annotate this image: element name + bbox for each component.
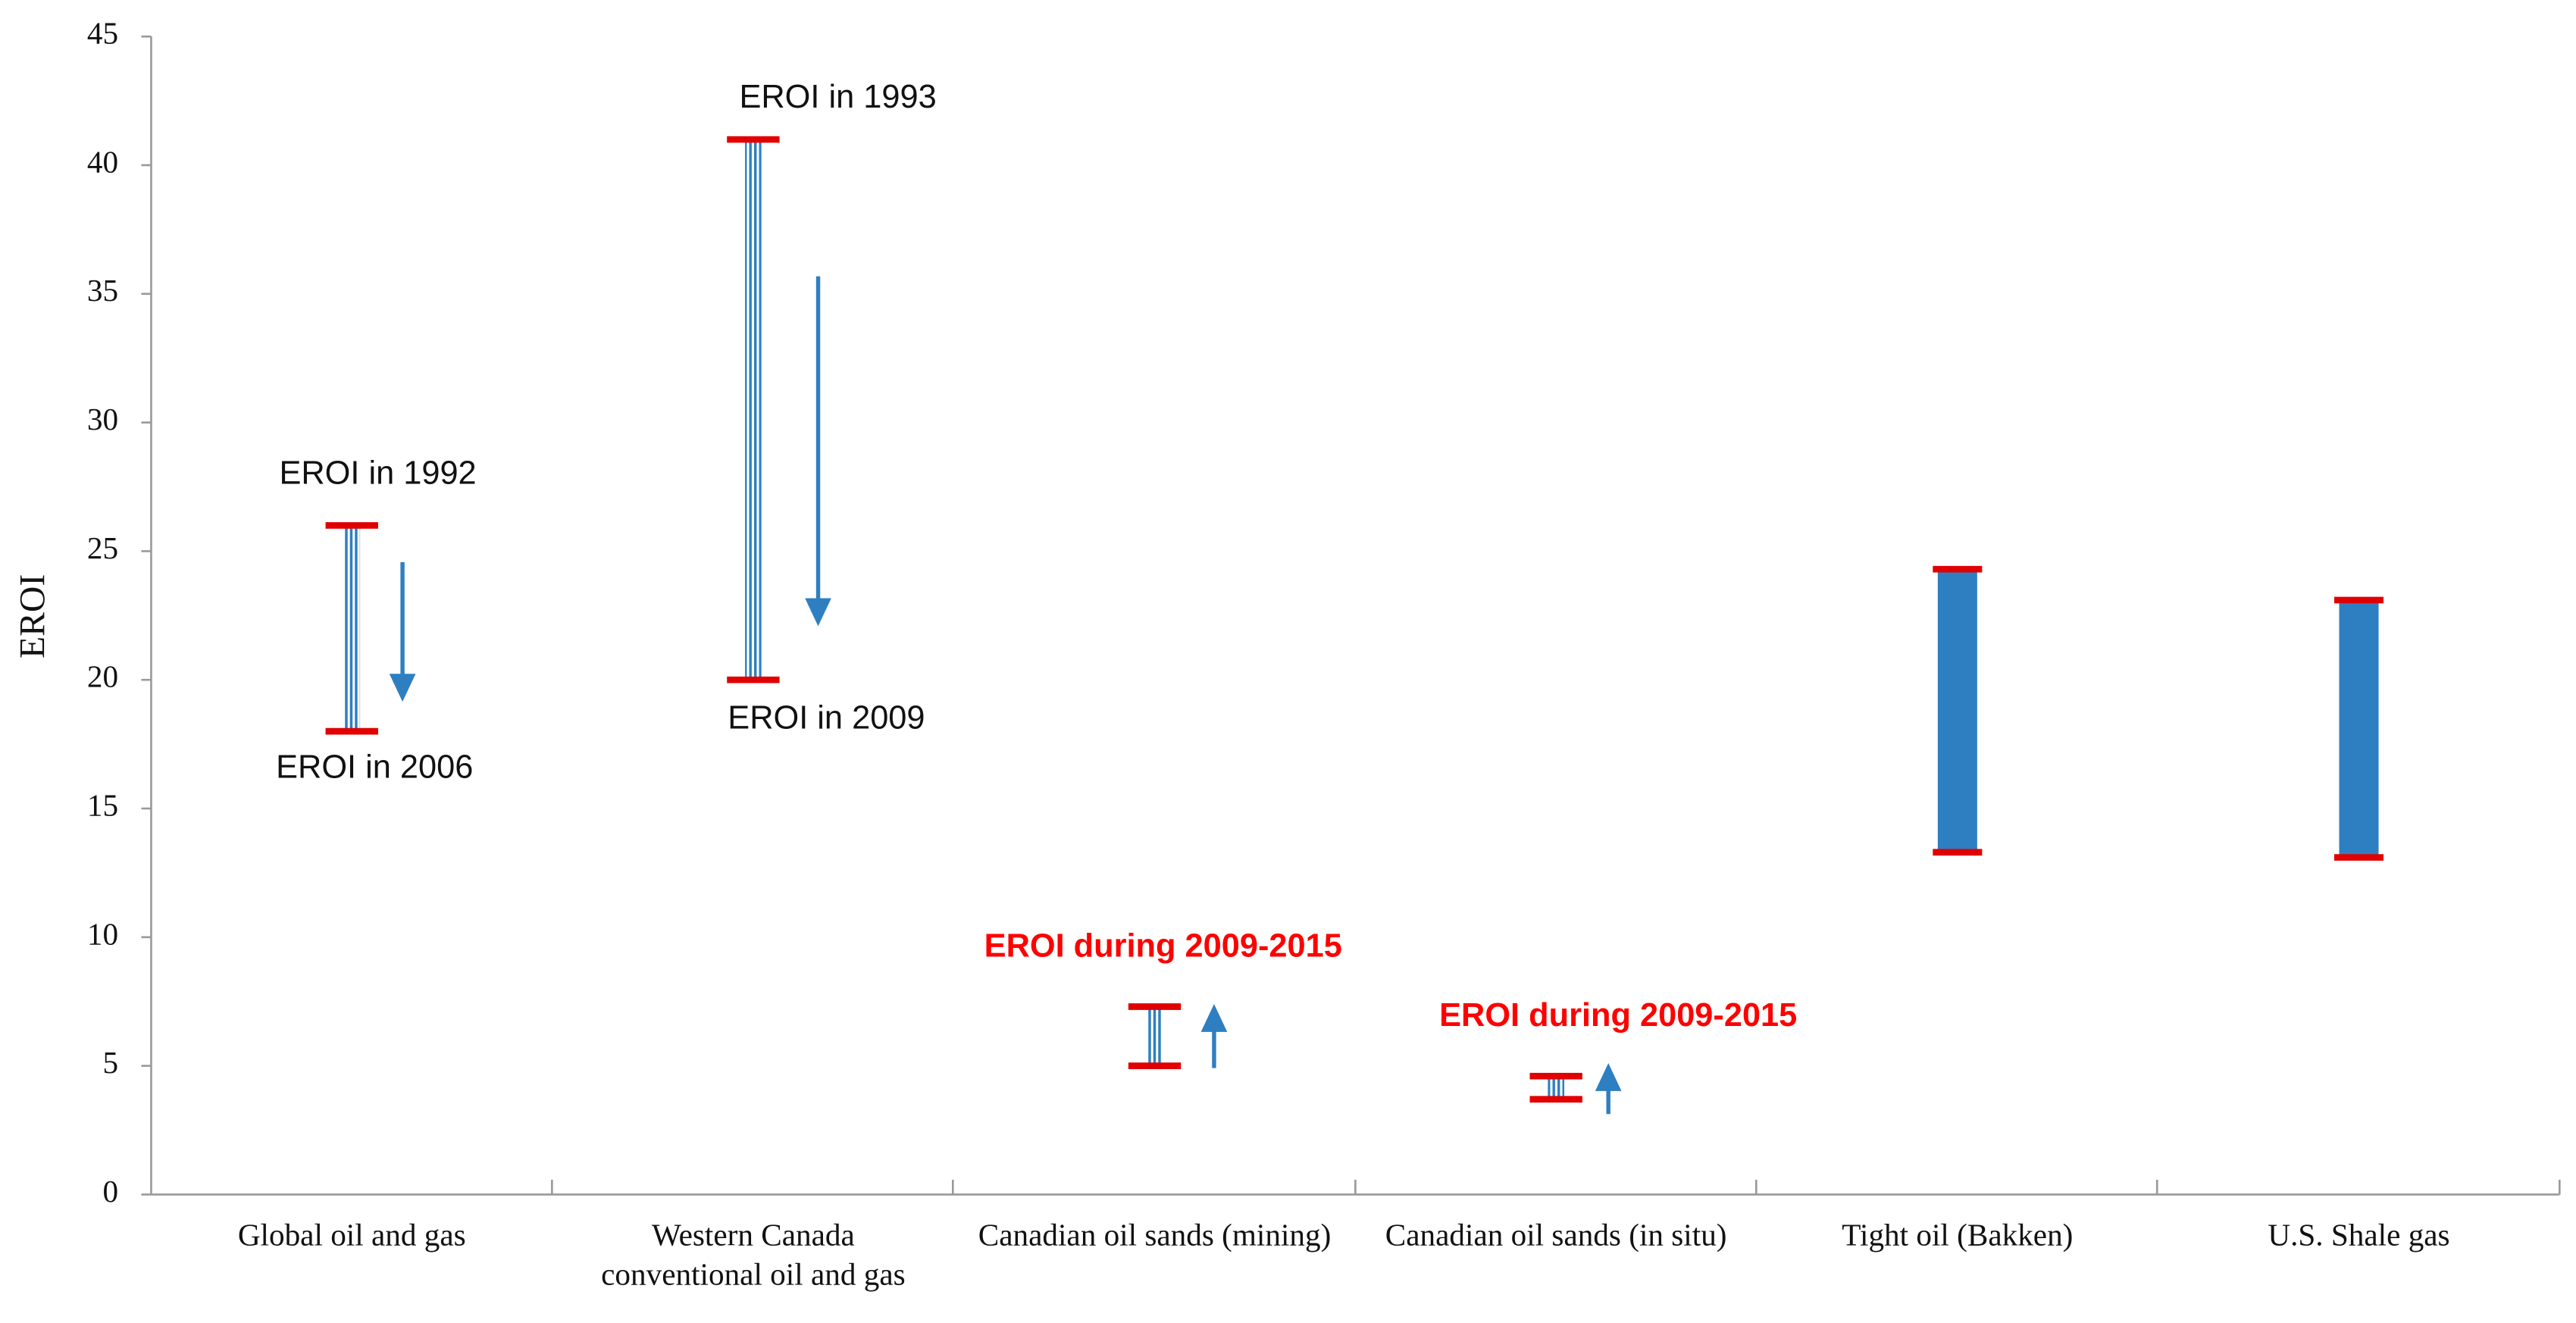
x-axis-separators	[551, 1179, 2561, 1195]
x-tick-label-box: Canadian oil sands (mining)	[978, 1218, 1332, 1254]
range-bar	[1548, 1076, 1565, 1099]
annotation: EROI during 2009-2015	[984, 928, 1342, 965]
annotation: EROI in 2006	[276, 749, 473, 785]
x-tick-label-box: Canadian oil sands (in situ)	[1385, 1218, 1727, 1254]
y-tick-label: 25	[87, 530, 118, 565]
x-tick-label-box: Global oil and gas	[237, 1218, 466, 1254]
x-tick-label-box: Western Canada conventional oil and gas	[601, 1218, 906, 1293]
annotation: EROI during 2009-2015	[1439, 997, 1797, 1034]
range-bar	[745, 139, 762, 680]
x-tick-label: Canadian oil sands (in situ)	[1385, 1218, 1727, 1254]
x-tick-label: Global oil and gas	[237, 1218, 466, 1254]
x-tick-label-box: Tight oil (Bakken)	[1842, 1218, 2074, 1254]
y-tick-label: 15	[87, 787, 118, 822]
arrow-head	[1200, 1003, 1228, 1032]
x-tick-label: Western Canada conventional oil and gas	[601, 1218, 906, 1293]
y-tick-label: 20	[87, 659, 118, 694]
x-tick-label: U.S. Shale gas	[2268, 1218, 2450, 1254]
annotation: EROI in 2009	[728, 699, 925, 736]
arrow-head	[1595, 1063, 1622, 1091]
annotation: EROI in 1992	[279, 455, 476, 491]
annotation: EROI in 1993	[739, 79, 936, 115]
arrow-head	[805, 598, 831, 627]
range-bar	[1146, 1006, 1163, 1066]
y-tick-label: 30	[87, 402, 118, 436]
range-bar	[343, 525, 361, 732]
y-tick-label: 45	[87, 16, 118, 51]
x-tick-label: Canadian oil sands (mining)	[978, 1218, 1332, 1254]
trend-arrows	[389, 276, 1622, 1115]
y-tick-label: 10	[87, 916, 118, 951]
x-tick-label: Tight oil (Bakken)	[1842, 1218, 2074, 1254]
x-tick-label-box: U.S. Shale gas	[2268, 1218, 2450, 1254]
y-tick-label: 40	[87, 144, 118, 179]
range-bar	[2339, 599, 2379, 858]
range-bar	[1937, 569, 1977, 852]
arrow-head	[389, 674, 416, 702]
y-tick-label: 5	[102, 1045, 118, 1080]
y-tick-label: 0	[102, 1174, 118, 1209]
y-tick-label: 35	[87, 273, 118, 308]
y-axis-label: EROI	[14, 574, 53, 658]
